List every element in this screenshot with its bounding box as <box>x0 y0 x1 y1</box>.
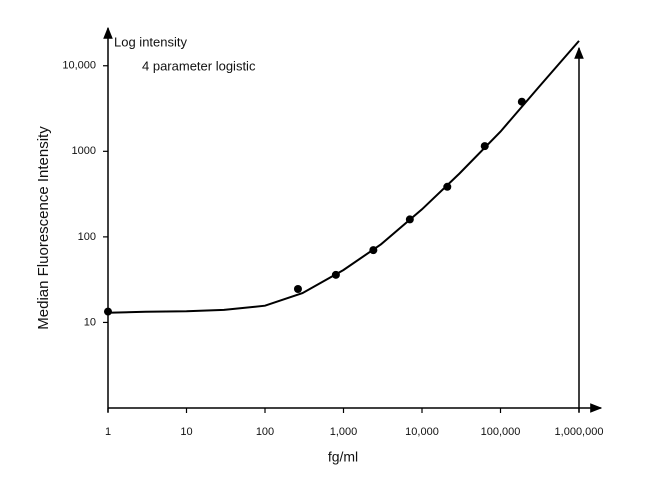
data-point <box>104 307 112 316</box>
x-axis-label: fg/ml <box>328 449 358 465</box>
chart-subtitle: 4 parameter logistic <box>142 58 256 73</box>
x-tick-label: 100,000 <box>481 426 521 438</box>
data-point <box>480 142 489 151</box>
y-tick-label: 10,000 <box>62 60 96 72</box>
x-tick-label: 1,000,000 <box>555 426 604 438</box>
x-tick-label: 10 <box>180 426 192 438</box>
x-tick-label: 100 <box>256 426 274 438</box>
data-point <box>443 182 452 191</box>
fit-curve <box>107 40 580 314</box>
y-axis-label: Median Fluorescence Intensity <box>35 126 52 330</box>
y-tick-label: 10 <box>84 316 96 328</box>
x-tick-label: 10,000 <box>405 426 439 438</box>
y-tick-label: 1000 <box>72 145 96 157</box>
x-tick-label: 1,000 <box>330 426 358 438</box>
x-tick-label: 1 <box>105 426 111 438</box>
data-point <box>293 284 302 293</box>
chart-title: Log intensity <box>114 34 187 49</box>
y-tick-label: 100 <box>78 231 96 243</box>
